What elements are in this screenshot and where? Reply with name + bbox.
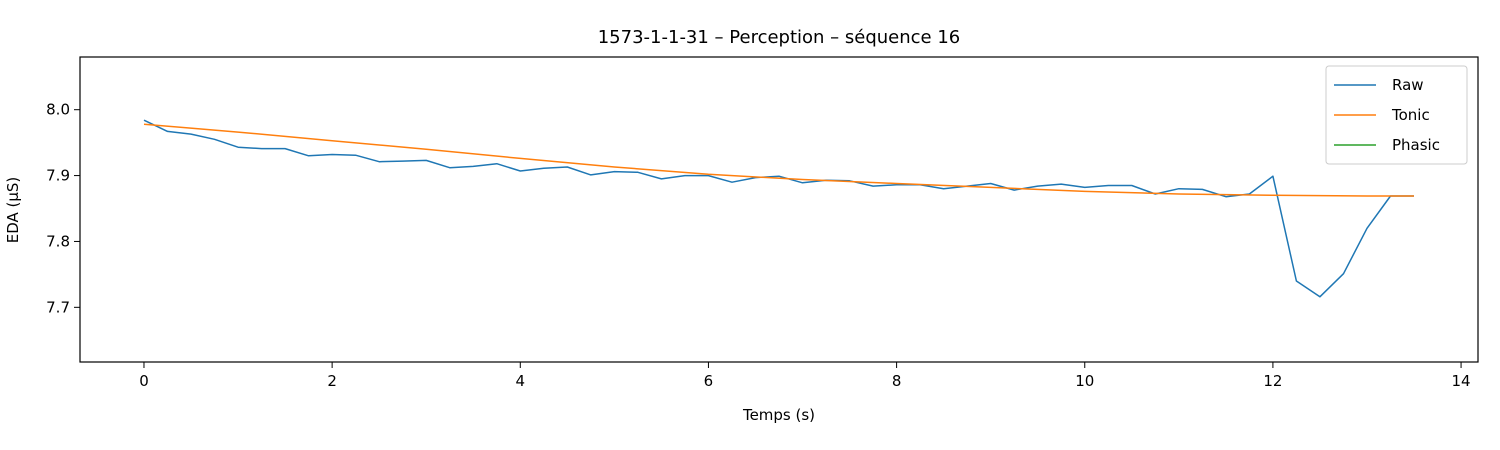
x-tick-label: 14 — [1452, 372, 1471, 390]
y-axis: 7.7 7.8 7.9 8.0 — [46, 101, 80, 316]
x-axis: 0 2 4 6 8 10 12 14 — [139, 362, 1471, 390]
legend: Raw Tonic Phasic — [1325, 65, 1468, 165]
y-tick-label: 8.0 — [46, 101, 70, 119]
legend-entries: Raw Tonic Phasic — [1334, 76, 1440, 154]
legend-label-tonic: Tonic — [1391, 106, 1430, 124]
series-line-raw — [143, 119, 1414, 298]
y-tick-label: 7.7 — [46, 298, 70, 316]
x-tick-label: 8 — [892, 372, 902, 390]
x-tick-label: 10 — [1075, 372, 1094, 390]
plot-area — [79, 56, 1479, 363]
y-axis-label: EDA (µS) — [4, 177, 22, 244]
x-tick-label: 4 — [516, 372, 526, 390]
legend-box — [1325, 65, 1468, 165]
legend-label-phasic: Phasic — [1392, 136, 1440, 154]
chart-title: 1573-1-1-31 – Perception – séquence 16 — [598, 27, 961, 48]
x-tick-label: 6 — [704, 372, 714, 390]
x-tick-label: 2 — [327, 372, 337, 390]
series-layer — [143, 119, 1414, 298]
x-tick-label: 12 — [1263, 372, 1282, 390]
y-tick-label: 7.8 — [46, 232, 70, 250]
x-axis-label: Temps (s) — [742, 406, 815, 424]
y-tick-label: 7.9 — [46, 167, 70, 185]
x-tick-label: 0 — [139, 372, 149, 390]
legend-label-raw: Raw — [1392, 76, 1424, 94]
series-line-tonic — [143, 123, 1414, 197]
